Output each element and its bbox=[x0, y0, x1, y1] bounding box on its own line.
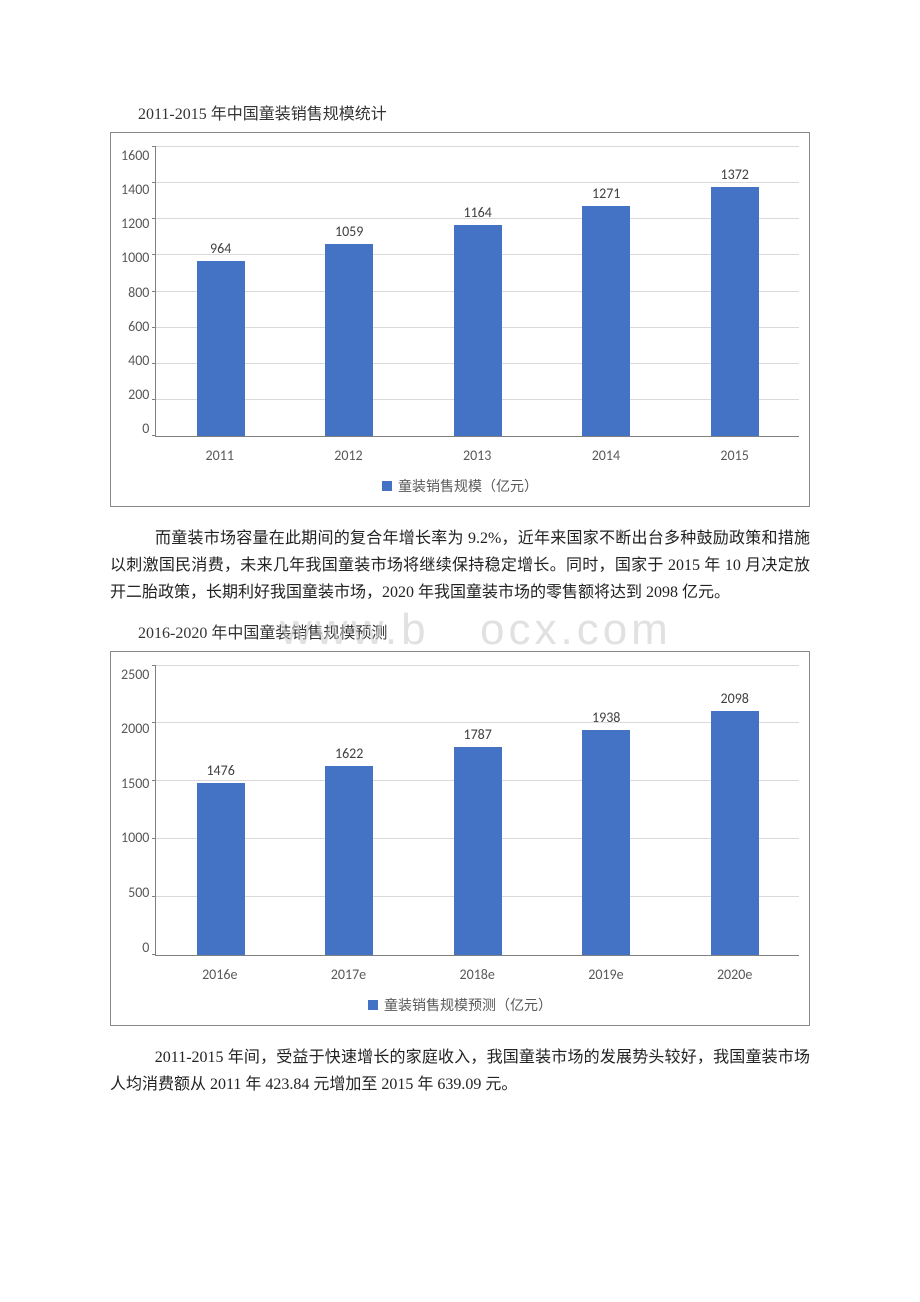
chart1-plotwrap: 964 1059 1164 1271 1372 20112012201320142015 bbox=[155, 147, 799, 464]
chart1-box: 1600 1400 1200 1000 800 600 400 200 0 964 1059 116… bbox=[110, 132, 810, 507]
paragraph-2: 2011-2015 年间，受益于快速增长的家庭收入，我国童装市场的发展势头较好，… bbox=[110, 1044, 810, 1098]
y-tick-label: 0 bbox=[142, 420, 149, 437]
bar-value-label: 1476 bbox=[206, 762, 234, 779]
bar-slot: 1164 bbox=[413, 147, 542, 436]
x-tick-label: 2019e bbox=[542, 966, 671, 983]
bar-slot: 1787 bbox=[413, 666, 542, 955]
paragraph-1: 而童装市场容量在此期间的复合年增长率为 9.2%，近年来国家不断出台多种鼓励政策… bbox=[110, 525, 810, 607]
chart1-plot: 964 1059 1164 1271 1372 bbox=[155, 147, 799, 437]
y-tick-label: 1000 bbox=[121, 829, 149, 846]
x-tick-label: 2015 bbox=[670, 447, 799, 464]
bar bbox=[325, 244, 373, 436]
chart2-yaxis: 2500 2000 1500 1000 500 0 bbox=[121, 666, 155, 956]
x-tick-label: 2020e bbox=[670, 966, 799, 983]
bar-slot: 1372 bbox=[670, 147, 799, 436]
bar-value-label: 1271 bbox=[592, 185, 620, 202]
paragraph-1-text: 而童装市场容量在此期间的复合年增长率为 9.2%，近年来国家不断出台多种鼓励政策… bbox=[110, 530, 810, 601]
bar-value-label: 1938 bbox=[592, 709, 620, 726]
bar-value-label: 1787 bbox=[463, 726, 491, 743]
bar bbox=[197, 261, 245, 436]
y-tick-label: 1500 bbox=[121, 775, 149, 792]
chart2-legend-text: 童装销售规模预测（亿元） bbox=[384, 995, 552, 1015]
chart2-area: 2500 2000 1500 1000 500 0 1476 1622 1787 1938 209… bbox=[121, 666, 799, 983]
paragraph-2-text: 2011-2015 年间，受益于快速增长的家庭收入，我国童装市场的发展势头较好，… bbox=[110, 1049, 810, 1093]
bar-value-label: 1164 bbox=[463, 204, 491, 221]
y-tick-label: 0 bbox=[142, 939, 149, 956]
bar-slot: 1938 bbox=[542, 666, 671, 955]
x-tick-label: 2017e bbox=[284, 966, 413, 983]
bar-slot: 2098 bbox=[670, 666, 799, 955]
y-tick-label: 2000 bbox=[121, 720, 149, 737]
y-tick-label: 1600 bbox=[121, 147, 149, 164]
bar bbox=[582, 730, 630, 955]
bar bbox=[325, 766, 373, 954]
chart2-title-row: 2016-2020 年中国童装销售规模预测 www.b ocx.com bbox=[110, 619, 810, 643]
x-tick-label: 2012 bbox=[284, 447, 413, 464]
bar bbox=[454, 225, 502, 436]
chart1-legend: 童装销售规模（亿元） bbox=[121, 476, 799, 496]
y-tick-label: 200 bbox=[128, 386, 149, 403]
x-tick-label: 2011 bbox=[155, 447, 284, 464]
bar-value-label: 1059 bbox=[335, 223, 363, 240]
bar-value-label: 964 bbox=[210, 240, 231, 257]
chart2-plot: 1476 1622 1787 1938 2098 bbox=[155, 666, 799, 956]
x-tick-label: 2016e bbox=[155, 966, 284, 983]
bar-slot: 1476 bbox=[156, 666, 285, 955]
x-tick-label: 2018e bbox=[413, 966, 542, 983]
x-tick-label: 2014 bbox=[542, 447, 671, 464]
chart2-bars: 1476 1622 1787 1938 2098 bbox=[156, 666, 799, 955]
chart1-title: 2011-2015 年中国童装销售规模统计 bbox=[138, 100, 810, 124]
y-tick-label: 600 bbox=[128, 318, 149, 335]
bar-slot: 1271 bbox=[542, 147, 671, 436]
chart2-legend: 童装销售规模预测（亿元） bbox=[121, 995, 799, 1015]
bar-value-label: 2098 bbox=[721, 690, 749, 707]
bar bbox=[711, 187, 759, 436]
chart1-xaxis: 20112012201320142015 bbox=[155, 447, 799, 464]
bar-slot: 964 bbox=[156, 147, 285, 436]
y-tick-label: 1000 bbox=[121, 249, 149, 266]
x-tick-label: 2013 bbox=[413, 447, 542, 464]
y-tick-label: 1200 bbox=[121, 215, 149, 232]
chart2-box: 2500 2000 1500 1000 500 0 1476 1622 1787 1938 209… bbox=[110, 651, 810, 1026]
bar bbox=[197, 783, 245, 954]
chart2-plotwrap: 1476 1622 1787 1938 2098 2016e2017e2018e2019… bbox=[155, 666, 799, 983]
y-tick-label: 1400 bbox=[121, 181, 149, 198]
chart2-title: 2016-2020 年中国童装销售规模预测 bbox=[138, 619, 810, 643]
bar-slot: 1059 bbox=[285, 147, 414, 436]
legend-swatch-icon bbox=[368, 1000, 378, 1010]
y-tick-label: 400 bbox=[128, 352, 149, 369]
bar-value-label: 1622 bbox=[335, 745, 363, 762]
chart2-xaxis: 2016e2017e2018e2019e2020e bbox=[155, 966, 799, 983]
bar-slot: 1622 bbox=[285, 666, 414, 955]
bar bbox=[582, 206, 630, 436]
y-tick-label: 500 bbox=[128, 884, 149, 901]
chart1-bars: 964 1059 1164 1271 1372 bbox=[156, 147, 799, 436]
chart1-area: 1600 1400 1200 1000 800 600 400 200 0 964 1059 116… bbox=[121, 147, 799, 464]
y-tick-label: 2500 bbox=[121, 666, 149, 683]
legend-swatch-icon bbox=[382, 481, 392, 491]
bar-value-label: 1372 bbox=[721, 166, 749, 183]
bar bbox=[711, 711, 759, 954]
bar bbox=[454, 747, 502, 954]
chart1-legend-text: 童装销售规模（亿元） bbox=[398, 476, 538, 496]
y-tick-label: 800 bbox=[128, 284, 149, 301]
chart1-yaxis: 1600 1400 1200 1000 800 600 400 200 0 bbox=[121, 147, 155, 437]
